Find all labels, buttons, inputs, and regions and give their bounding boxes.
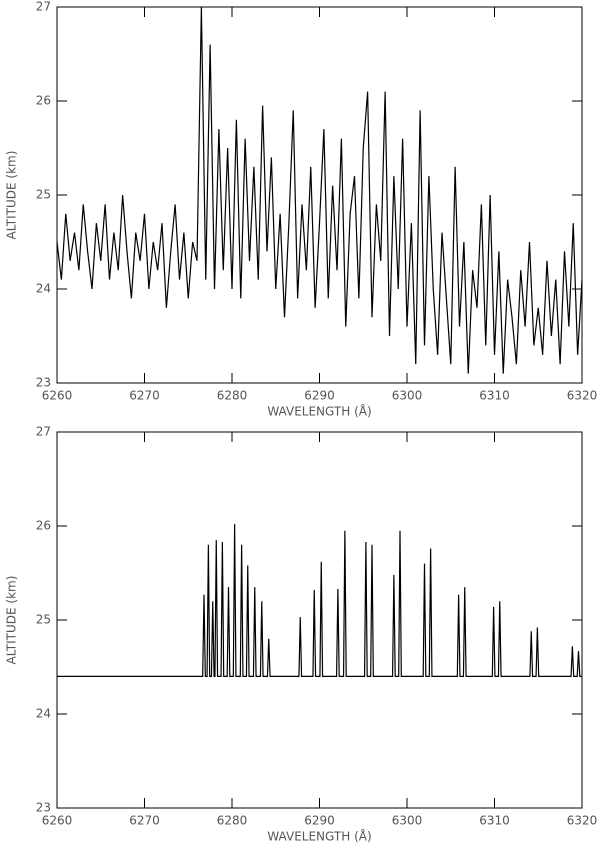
x-tick-label: 6320 [567,814,598,828]
y-axis-label: ALTITUDE (km) [5,151,19,240]
y-tick-label: 26 [36,94,51,108]
x-tick-label: 6270 [129,389,160,403]
x-tick-label: 6280 [217,814,248,828]
x-tick-label: 6320 [567,389,598,403]
x-tick-label: 6300 [392,814,423,828]
x-tick-label: 6270 [129,814,160,828]
plot-frame [56,6,583,384]
y-tick-label: 24 [36,707,51,721]
x-tick-label: 6310 [479,814,510,828]
y-tick-label: 24 [36,282,51,296]
plot-frame [56,431,583,809]
x-tick-label: 6300 [392,389,423,403]
x-axis-label: WAVELENGTH (Å) [267,829,371,844]
y-tick-label: 25 [36,613,51,627]
y-axis-label: ALTITUDE (km) [5,576,19,665]
y-tick-label: 23 [36,376,51,390]
x-axis-label: WAVELENGTH (Å) [267,404,371,419]
y-tick-label: 23 [36,801,51,815]
x-tick-label: 6280 [217,389,248,403]
y-tick-label: 26 [36,519,51,533]
x-tick-label: 6290 [304,814,335,828]
y-tick-label: 27 [36,425,51,439]
y-tick-label: 25 [36,188,51,202]
data-line [56,6,583,374]
x-tick-label: 6260 [42,389,73,403]
y-tick-label: 27 [36,0,51,14]
x-tick-label: 6290 [304,389,335,403]
data-line [57,524,582,677]
x-tick-label: 6310 [479,389,510,403]
x-tick-label: 6260 [42,814,73,828]
